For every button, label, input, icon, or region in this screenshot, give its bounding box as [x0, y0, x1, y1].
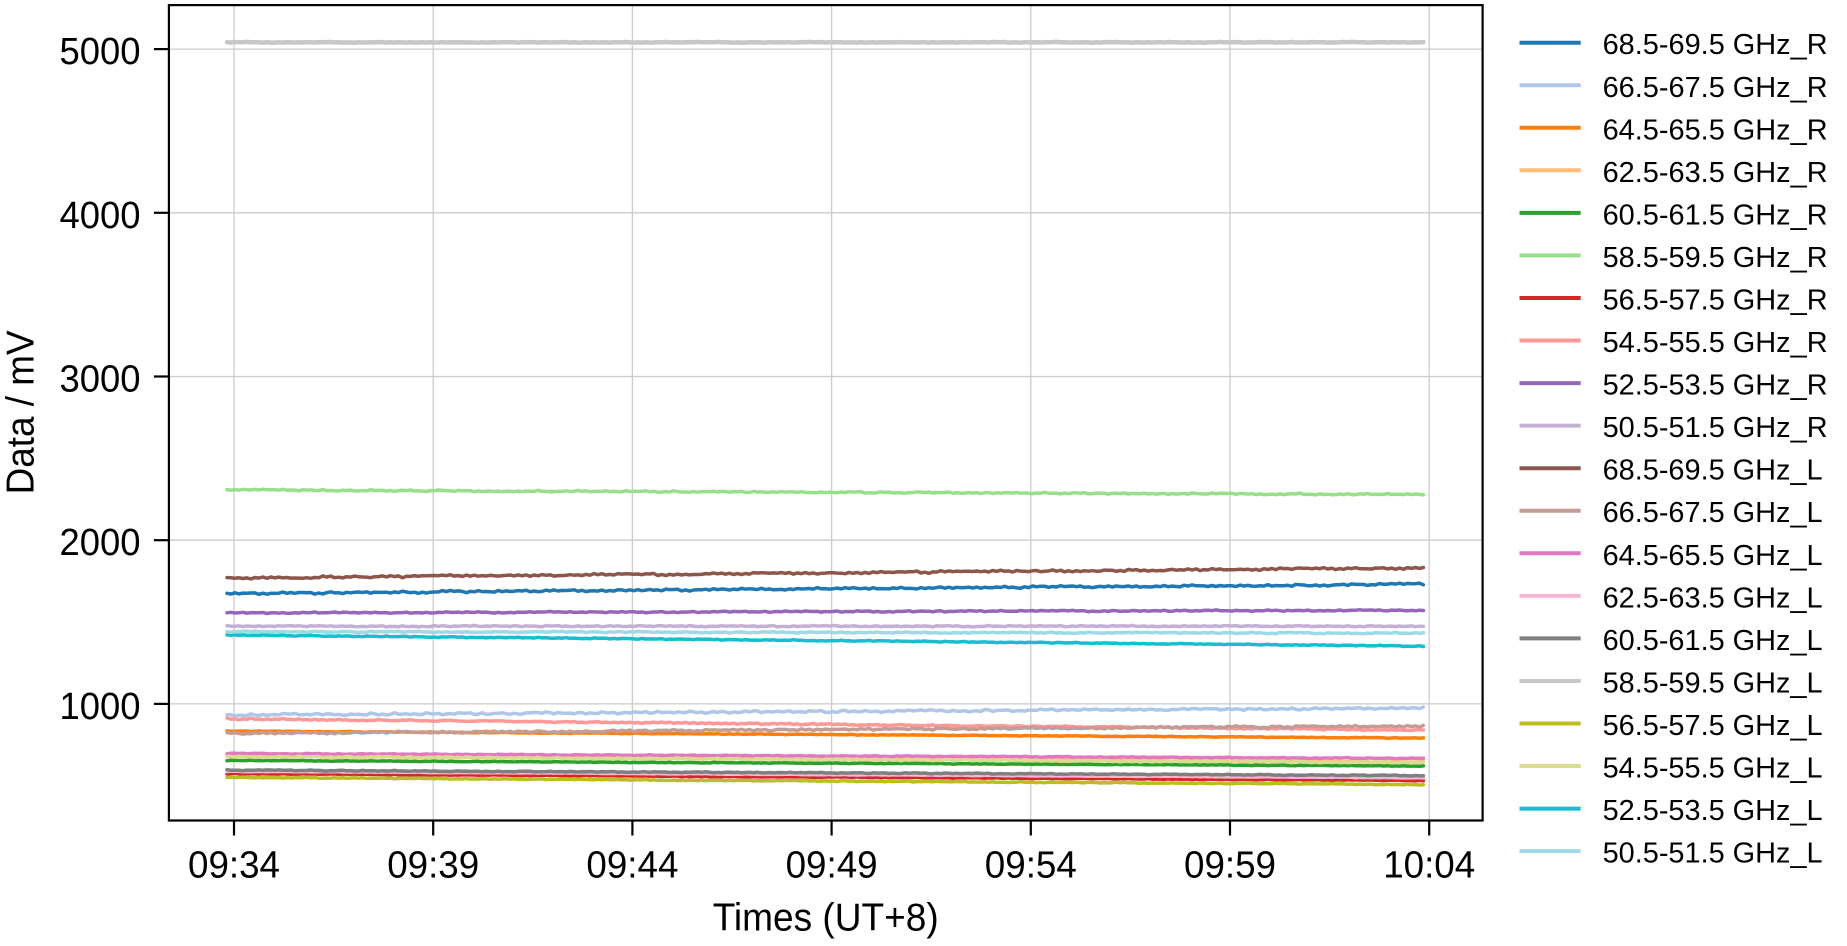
- svg-text:09:39: 09:39: [387, 845, 479, 887]
- svg-text:62.5-63.5 GHz_L: 62.5-63.5 GHz_L: [1603, 582, 1823, 614]
- svg-text:60.5-61.5 GHz_L: 60.5-61.5 GHz_L: [1603, 625, 1823, 657]
- svg-text:09:54: 09:54: [985, 845, 1077, 887]
- svg-text:68.5-69.5 GHz_L: 68.5-69.5 GHz_L: [1603, 455, 1823, 487]
- svg-text:1000: 1000: [60, 686, 141, 728]
- svg-text:2000: 2000: [60, 522, 141, 564]
- svg-text:64.5-65.5 GHz_L: 64.5-65.5 GHz_L: [1603, 540, 1823, 572]
- svg-text:09:34: 09:34: [188, 845, 280, 887]
- svg-text:09:44: 09:44: [586, 845, 678, 887]
- svg-text:09:59: 09:59: [1184, 845, 1276, 887]
- svg-text:56.5-57.5 GHz_L: 56.5-57.5 GHz_L: [1603, 710, 1823, 742]
- svg-text:62.5-63.5 GHz_R: 62.5-63.5 GHz_R: [1603, 157, 1828, 189]
- svg-text:52.5-53.5 GHz_R: 52.5-53.5 GHz_R: [1603, 370, 1828, 402]
- svg-text:3000: 3000: [60, 359, 141, 401]
- svg-text:58.5-59.5 GHz_R: 58.5-59.5 GHz_R: [1603, 242, 1828, 274]
- svg-text:50.5-51.5 GHz_L: 50.5-51.5 GHz_L: [1603, 838, 1823, 870]
- svg-text:09:49: 09:49: [786, 845, 878, 887]
- svg-text:5000: 5000: [60, 31, 141, 73]
- svg-text:66.5-67.5 GHz_R: 66.5-67.5 GHz_R: [1603, 72, 1828, 104]
- svg-text:68.5-69.5 GHz_R: 68.5-69.5 GHz_R: [1603, 29, 1828, 61]
- svg-text:52.5-53.5 GHz_L: 52.5-53.5 GHz_L: [1603, 795, 1823, 827]
- svg-text:Times (UT+8): Times (UT+8): [713, 897, 939, 940]
- svg-text:10:04: 10:04: [1383, 845, 1475, 887]
- svg-text:66.5-67.5 GHz_L: 66.5-67.5 GHz_L: [1603, 497, 1823, 529]
- svg-text:54.5-55.5 GHz_L: 54.5-55.5 GHz_L: [1603, 753, 1823, 785]
- svg-text:54.5-55.5 GHz_R: 54.5-55.5 GHz_R: [1603, 327, 1828, 359]
- svg-text:50.5-51.5 GHz_R: 50.5-51.5 GHz_R: [1603, 412, 1828, 444]
- svg-text:64.5-65.5 GHz_R: 64.5-65.5 GHz_R: [1603, 114, 1828, 146]
- svg-text:Data / mV: Data / mV: [0, 330, 43, 494]
- svg-text:58.5-59.5 GHz_L: 58.5-59.5 GHz_L: [1603, 668, 1823, 700]
- svg-text:4000: 4000: [60, 195, 141, 237]
- svg-text:56.5-57.5 GHz_R: 56.5-57.5 GHz_R: [1603, 285, 1828, 317]
- svg-text:60.5-61.5 GHz_R: 60.5-61.5 GHz_R: [1603, 199, 1828, 231]
